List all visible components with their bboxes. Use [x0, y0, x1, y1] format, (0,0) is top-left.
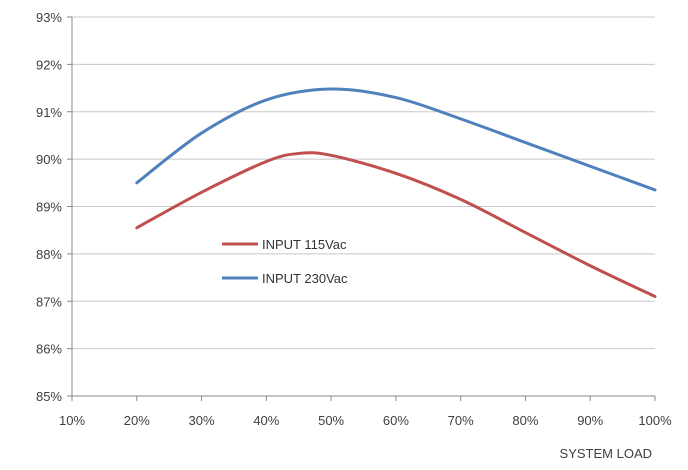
x-tick-label: 50%: [318, 413, 344, 428]
x-tick-label: 30%: [189, 413, 215, 428]
x-tick-label: 100%: [638, 413, 672, 428]
x-tick-label: 80%: [512, 413, 538, 428]
x-tick-label: 90%: [577, 413, 603, 428]
x-tick-label: 70%: [448, 413, 474, 428]
y-tick-label: 90%: [36, 152, 62, 167]
y-tick-label: 89%: [36, 200, 62, 215]
series-line-1: [135, 87, 657, 192]
axes: [67, 16, 656, 401]
x-tick-label: 60%: [383, 413, 409, 428]
y-tick-label: 91%: [36, 105, 62, 120]
legend: INPUT 115Vac INPUT 230Vac: [222, 237, 348, 286]
x-tick-label: 40%: [253, 413, 279, 428]
series-line-0: [135, 151, 657, 299]
y-tick-label: 87%: [36, 294, 62, 309]
y-tick-label: 92%: [36, 57, 62, 72]
grid-lines: [72, 16, 655, 350]
y-tick-label: 86%: [36, 342, 62, 357]
y-tick-label: 88%: [36, 247, 62, 262]
legend-label-0: INPUT 115Vac: [262, 237, 347, 252]
x-axis-title: SYSTEM LOAD: [560, 446, 652, 461]
y-tick-label: 93%: [36, 10, 62, 25]
x-tick-label: 10%: [59, 413, 85, 428]
x-tick-labels: 10% 20% 30% 40% 50% 60% 70% 80% 90% 100%: [59, 413, 672, 428]
series-lines: [135, 87, 657, 299]
y-tick-labels: 85% 86% 87% 88% 89% 90% 91% 92% 93%: [36, 10, 62, 404]
y-tick-label: 85%: [36, 389, 62, 404]
legend-label-1: INPUT 230Vac: [262, 271, 348, 286]
x-tick-label: 20%: [124, 413, 150, 428]
